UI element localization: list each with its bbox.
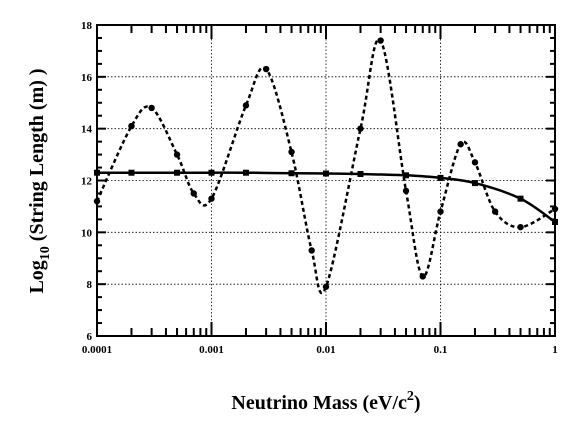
x-tick-label: 0.01 — [316, 344, 335, 356]
data-point — [208, 195, 215, 202]
y-axis-label: Log10 (String Length (m) ) — [26, 68, 53, 293]
data-point — [402, 187, 410, 195]
x-tick-label: 0.1 — [434, 344, 448, 356]
y-tick-label: 6 — [87, 331, 93, 343]
data-point — [323, 170, 329, 177]
data-point — [208, 169, 215, 176]
data-point — [457, 141, 464, 148]
data-point — [357, 171, 364, 178]
data-point — [148, 104, 155, 112]
x-tick-labels: 0.0001 0.001 0.01 0.1 1 — [82, 344, 558, 356]
y-tick-label: 10 — [81, 227, 93, 239]
data-point — [437, 208, 444, 215]
data-point — [419, 273, 426, 280]
y-tick-label: 8 — [87, 279, 93, 291]
data-point — [288, 170, 295, 177]
data-point — [242, 102, 250, 109]
data-point — [357, 125, 364, 132]
data-point — [377, 37, 384, 44]
x-tick-label: 1 — [552, 344, 558, 356]
data-point — [471, 159, 479, 166]
x-axis-label: Neutrino Mass (eV/c2) — [231, 389, 420, 414]
data-point — [491, 208, 499, 215]
data-point — [128, 169, 135, 176]
data-point — [190, 190, 197, 197]
data-point — [437, 174, 444, 181]
data-point — [322, 283, 330, 290]
data-point — [128, 122, 135, 130]
data-point — [517, 195, 524, 202]
data-point — [308, 247, 315, 254]
data-point — [471, 180, 478, 187]
data-point — [288, 148, 295, 156]
data-point — [174, 169, 181, 176]
data-point — [242, 169, 249, 176]
y-tick-labels: 6 8 10 12 14 16 18 — [81, 20, 93, 343]
x-tick-label: 0.001 — [199, 344, 224, 356]
data-point — [262, 65, 270, 73]
y-tick-label: 18 — [81, 20, 93, 32]
y-tick-label: 16 — [81, 72, 93, 84]
data-markers — [93, 37, 559, 290]
data-point — [173, 151, 181, 158]
y-tick-label: 12 — [81, 176, 93, 188]
data-point — [403, 172, 410, 179]
series-line-1 — [95, 38, 556, 295]
y-tick-label: 14 — [81, 124, 93, 136]
x-tick-label: 0.0001 — [82, 344, 112, 356]
plot-frame — [96, 24, 556, 337]
data-point — [517, 223, 524, 231]
